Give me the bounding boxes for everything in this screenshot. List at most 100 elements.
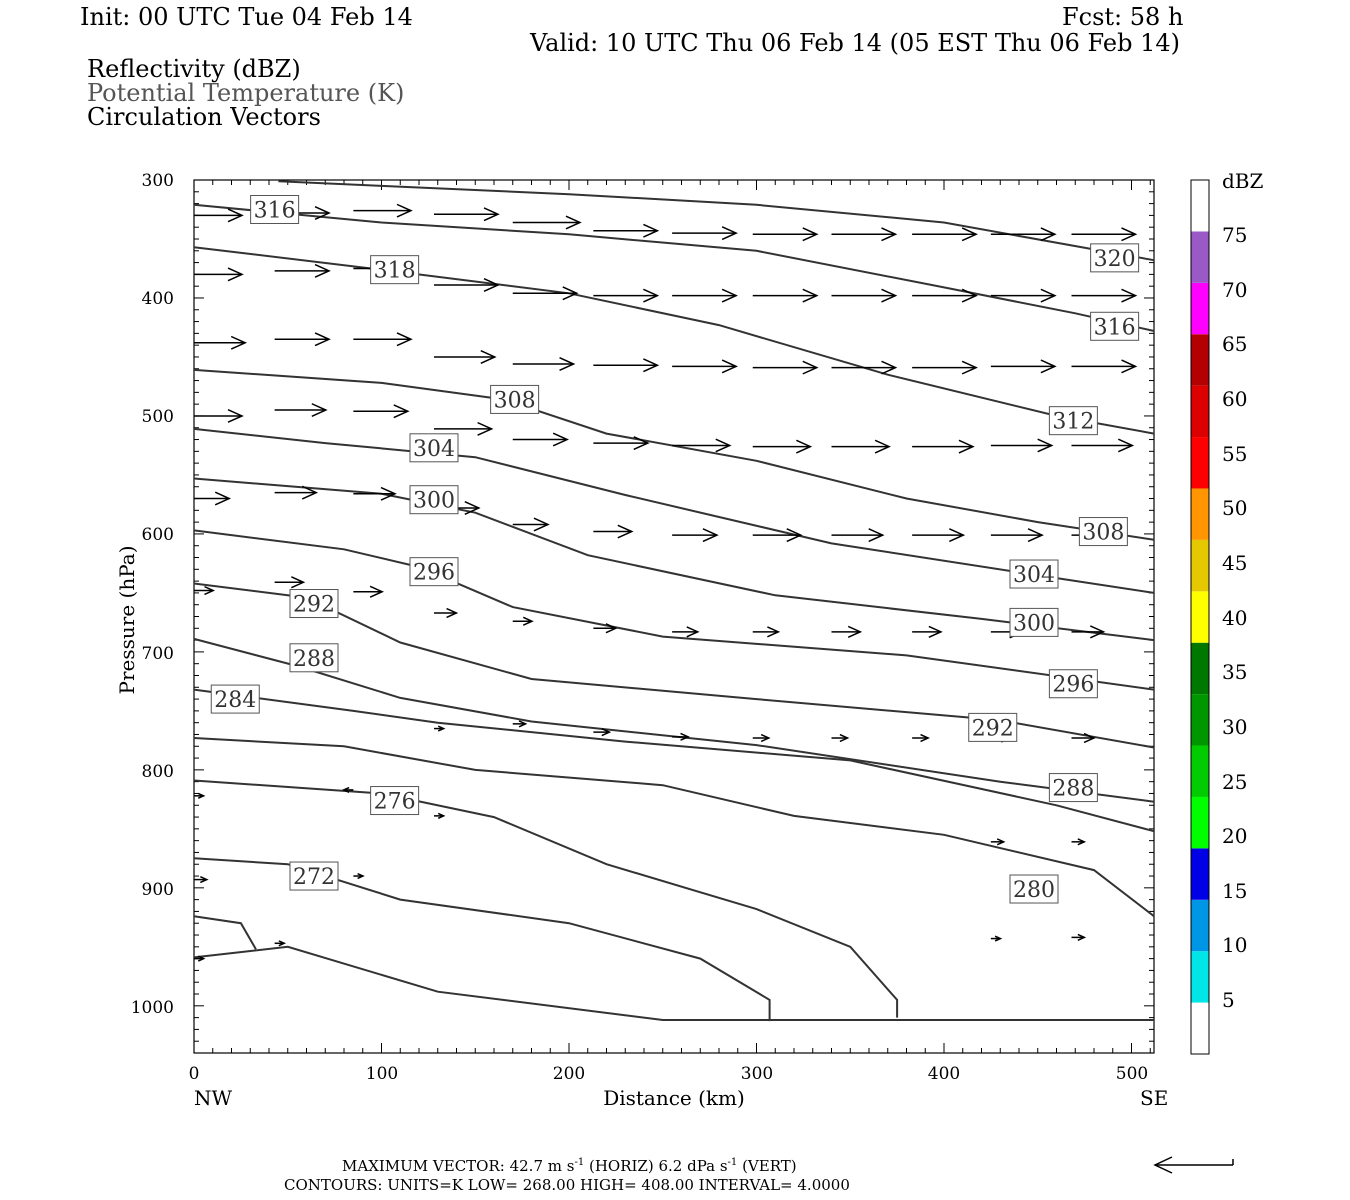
- vector-arrow: [353, 585, 385, 598]
- vector-arrow: [752, 528, 803, 543]
- vector-arrow: [990, 359, 1057, 374]
- svg-text:300: 300: [413, 489, 455, 514]
- svg-text:296: 296: [1052, 673, 1094, 698]
- colorbar-segment: [1191, 334, 1209, 386]
- colorbar-segment: [1191, 180, 1209, 232]
- vector-arrow: [512, 517, 550, 532]
- vector-arrow: [672, 438, 732, 453]
- svg-text:284: 284: [214, 688, 256, 713]
- vector-arrow: [194, 408, 244, 423]
- svg-text:288: 288: [1052, 777, 1094, 802]
- colorbar-label: 50: [1222, 496, 1247, 520]
- vector-arrow: [831, 227, 898, 242]
- valid-time: Valid: 10 UTC Thu 06 Feb 14 (05 EST Thu …: [529, 29, 1180, 57]
- svg-text:304: 304: [1013, 563, 1055, 588]
- vector-arrow: [194, 875, 209, 884]
- y-tick-label: 700: [142, 644, 174, 664]
- vector-arrow: [593, 623, 618, 634]
- colorbar-label: 60: [1222, 387, 1247, 411]
- vector-arrow: [434, 421, 494, 436]
- vector-arrow: [752, 626, 781, 638]
- colorbar-label: 40: [1222, 606, 1247, 630]
- vector-arrow: [1071, 732, 1096, 744]
- vector-arrow: [752, 733, 771, 743]
- init-time: Init: 00 UTC Tue 04 Feb 14: [80, 3, 413, 31]
- contour-labels: 316 318 308 304 300 296 292 288 284 276 272 320 316 3…: [210, 194, 1140, 904]
- circulation-vectors: [194, 203, 1138, 962]
- contour-label: 318: [370, 255, 420, 285]
- vector-arrow: [672, 732, 690, 741]
- colorbar-segment: [1191, 694, 1209, 746]
- colorbar-label: 5: [1222, 988, 1235, 1012]
- vector-arrow: [512, 720, 528, 728]
- vector-arrow: [512, 616, 534, 626]
- contour-label: 312: [1048, 406, 1098, 436]
- vector-arrow: [353, 332, 413, 347]
- vector-arrow: [274, 263, 331, 278]
- colorbar-segment: [1191, 1002, 1209, 1054]
- vector-arrow: [194, 208, 244, 223]
- y-tick-label: 800: [142, 762, 174, 782]
- vector-arrow: [1071, 288, 1138, 303]
- colorbar-labels: 5 10 15 20 25 30 35 40 45 50 55 60 65 70…: [1222, 223, 1247, 1012]
- vector-arrow: [194, 267, 244, 282]
- vector-arrow: [434, 812, 446, 819]
- svg-text:308: 308: [494, 388, 536, 413]
- vector-arrow: [831, 360, 898, 375]
- vector-arrow: [593, 358, 660, 373]
- contour-line-280: [193, 737, 1155, 917]
- y-tick-labels: 300 400 500 600 700 800 900 1000: [131, 171, 174, 1018]
- colorbar-segment: [1191, 951, 1209, 1003]
- contour-label: 300: [409, 485, 459, 515]
- forecast-hour: Fcst: 58 h: [1062, 3, 1183, 31]
- field-reflectivity: Reflectivity (dBZ): [87, 55, 301, 83]
- vector-arrow: [672, 626, 700, 638]
- colorbar-segment: [1191, 591, 1209, 643]
- x-tick-label: 400: [928, 1064, 960, 1084]
- contour-line-318: [193, 246, 1155, 435]
- vector-arrow: [512, 286, 579, 301]
- vector-arrow: [672, 288, 738, 303]
- vector-arrow: [353, 203, 413, 218]
- vector-arrow: [831, 439, 891, 454]
- vector-arrow: [912, 439, 975, 454]
- vector-arrow: [1071, 359, 1138, 374]
- contour-line-284: [193, 688, 1155, 833]
- vector-arrow: [990, 838, 1006, 846]
- colorbar-segment: [1191, 437, 1209, 489]
- vector-arrow: [1071, 625, 1106, 639]
- contour-info-text: CONTOURS: UNITS=K LOW= 268.00 HIGH= 408.…: [284, 1176, 850, 1194]
- vector-arrow: [752, 439, 813, 454]
- vector-arrow: [831, 528, 885, 543]
- contour-label: 296: [1048, 669, 1098, 699]
- contour-label: 316: [1090, 311, 1140, 341]
- contour-label: 304: [1009, 559, 1059, 589]
- contour-line-268: [193, 945, 1154, 1021]
- contour-label: 284: [210, 684, 260, 714]
- vector-arrow: [912, 227, 978, 242]
- colorbar-label: 15: [1222, 879, 1247, 903]
- vector-arrow: [434, 207, 500, 222]
- contour-label: 300: [1009, 607, 1059, 637]
- vector-arrow: [990, 935, 1003, 942]
- svg-text:316: 316: [254, 198, 296, 223]
- x-tick-label: 300: [741, 1064, 773, 1084]
- vector-arrow: [593, 223, 660, 238]
- y-tick-label: 900: [142, 880, 174, 900]
- vector-arrow: [912, 360, 978, 375]
- vector-arrow: [1071, 227, 1138, 242]
- contour-label: 276: [370, 786, 420, 816]
- vector-arrow: [274, 940, 287, 947]
- colorbar-segment: [1191, 385, 1209, 438]
- contour-line-316: [193, 203, 1155, 332]
- contour-label: 292: [289, 589, 339, 619]
- vector-arrow: [434, 349, 497, 364]
- max-vector-text: MAXIMUM VECTOR: 42.7 m s-1 (HORIZ) 6.2 d…: [342, 1157, 797, 1175]
- y-tick-label: 1000: [131, 998, 174, 1018]
- vector-arrow: [672, 528, 719, 543]
- vector-arrow: [353, 872, 365, 880]
- y-tick-label: 400: [142, 289, 174, 309]
- vector-arrow: [990, 528, 1044, 543]
- vector-arrow: [353, 404, 410, 419]
- svg-text:300: 300: [1013, 611, 1055, 636]
